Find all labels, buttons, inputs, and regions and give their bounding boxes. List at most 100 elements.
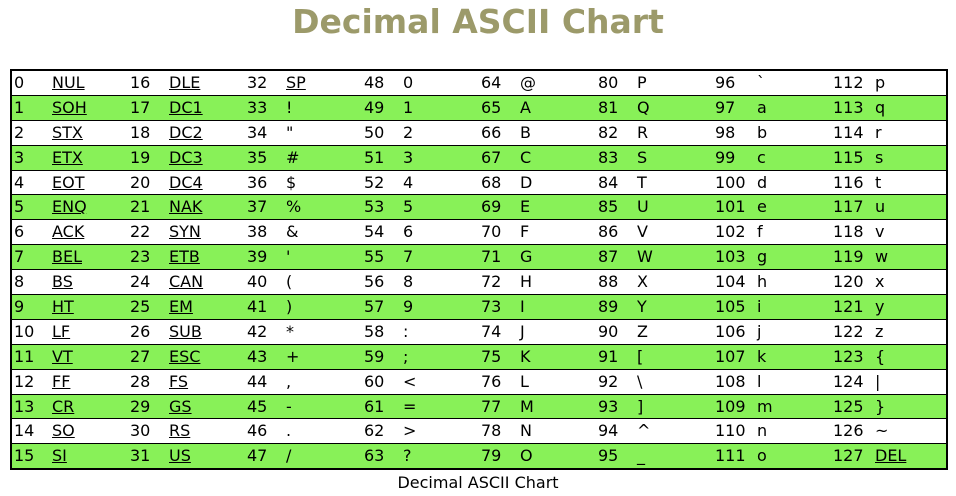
decimal-code: 43 xyxy=(247,346,268,366)
control-code-link[interactable]: DC3 xyxy=(169,147,203,167)
control-code-link[interactable]: EM xyxy=(169,296,193,316)
ascii-character: U xyxy=(637,197,649,217)
decimal-code: 60 xyxy=(364,371,385,391)
control-code-link[interactable]: EOT xyxy=(52,172,85,192)
decimal-code: 87 xyxy=(598,247,619,267)
ascii-character: = xyxy=(403,396,417,416)
ascii-character: ^ xyxy=(637,421,651,441)
control-code-link[interactable]: ETB xyxy=(169,247,200,267)
decimal-code: 88 xyxy=(598,272,619,292)
table-row: 1 SOH 17 DC1 33! 49 1 65 A 81 Q 97 a 113 q xyxy=(11,95,947,121)
control-code-link[interactable]: SUB xyxy=(169,321,202,341)
control-code-link[interactable]: FF xyxy=(52,371,71,391)
control-code-link[interactable]: ENQ xyxy=(52,197,87,217)
control-code-link[interactable]: GS xyxy=(169,396,192,416)
decimal-code: 82 xyxy=(598,122,619,142)
decimal-code: 36 xyxy=(247,172,268,192)
control-code-link[interactable]: ETX xyxy=(52,147,83,167)
control-code-link[interactable]: NAK xyxy=(169,197,203,217)
decimal-code: 81 xyxy=(598,97,619,117)
ascii-character: H xyxy=(520,272,533,292)
control-code-link[interactable]: FS xyxy=(169,371,189,391)
ascii-character: J xyxy=(520,321,525,341)
decimal-code: 18 xyxy=(130,122,151,142)
decimal-code: 30 xyxy=(130,421,151,441)
decimal-code: 66 xyxy=(481,122,502,142)
control-code-link[interactable]: LF xyxy=(52,321,71,341)
ascii-character: _ xyxy=(637,446,645,466)
decimal-code: 26 xyxy=(130,321,151,341)
decimal-code: 10 xyxy=(14,321,35,341)
control-code-link[interactable]: SI xyxy=(52,446,67,466)
ascii-character: E xyxy=(520,197,531,217)
ascii-character: ] xyxy=(637,396,644,416)
decimal-code: 17 xyxy=(130,97,151,117)
decimal-code: 35 xyxy=(247,147,268,167)
decimal-code: 99 xyxy=(715,147,736,167)
ascii-character: * xyxy=(286,321,294,341)
control-code-link[interactable]: SOH xyxy=(52,97,87,117)
decimal-code: 28 xyxy=(130,371,151,391)
table-row: 9 HT 25 EM 41) 57 9 73 I 89 Y 105 i 121 y xyxy=(11,294,947,320)
table-row: 14 SO 30 RS 46. 62 >78 N 94 ^ 110 n 126 ~ xyxy=(11,418,947,444)
decimal-code: 67 xyxy=(481,147,502,167)
control-code-link[interactable]: RS xyxy=(169,421,191,441)
control-code-link[interactable]: SP xyxy=(286,72,306,92)
decimal-code: 2 xyxy=(14,122,25,142)
ascii-character: - xyxy=(286,396,292,416)
ascii-character: r xyxy=(875,122,882,142)
ascii-character: q xyxy=(875,97,886,117)
ascii-character: 6 xyxy=(403,222,414,242)
control-code-link[interactable]: BEL xyxy=(52,247,82,267)
decimal-code: 22 xyxy=(130,222,151,242)
table-row: 11 VT 27 ESC 43 +59; 75 K 91 [107 k 123 { xyxy=(11,344,947,370)
ascii-character: V xyxy=(637,222,648,242)
decimal-code: 117 xyxy=(833,197,864,217)
decimal-code: 86 xyxy=(598,222,619,242)
decimal-code: 122 xyxy=(833,321,864,341)
table-row: 0 NUL 16 DLE 32 SP 48 0 64 @80 P 96 ` 112 p xyxy=(11,70,947,96)
control-code-link[interactable]: DC2 xyxy=(169,122,203,142)
control-code-link[interactable]: ACK xyxy=(52,222,85,242)
decimal-code: 27 xyxy=(130,346,151,366)
control-code-link[interactable]: DEL xyxy=(875,446,907,466)
control-code-link[interactable]: SO xyxy=(52,421,75,441)
control-code-link[interactable]: DLE xyxy=(169,72,201,92)
decimal-code: 72 xyxy=(481,272,502,292)
decimal-code: 12 xyxy=(14,371,35,391)
decimal-code: 110 xyxy=(715,421,746,441)
control-code-link[interactable]: HT xyxy=(52,296,74,316)
ascii-character: O xyxy=(520,446,533,466)
ascii-character: C xyxy=(520,147,532,167)
decimal-code: 40 xyxy=(247,272,268,292)
ascii-character: P xyxy=(637,72,647,92)
control-code-link[interactable]: VT xyxy=(52,346,73,366)
decimal-code: 97 xyxy=(715,97,736,117)
decimal-code: 31 xyxy=(130,446,151,466)
decimal-code: 124 xyxy=(833,371,864,391)
decimal-code: 48 xyxy=(364,72,385,92)
control-code-link[interactable]: CR xyxy=(52,396,75,416)
ascii-character: S xyxy=(637,147,648,167)
ascii-character: p xyxy=(875,72,886,92)
control-code-link[interactable]: DC1 xyxy=(169,97,203,117)
decimal-code: 25 xyxy=(130,296,151,316)
decimal-code: 92 xyxy=(598,371,619,391)
ascii-character: h xyxy=(757,272,768,292)
control-code-link[interactable]: US xyxy=(169,446,191,466)
control-code-link[interactable]: NUL xyxy=(52,72,85,92)
control-code-link[interactable]: DC4 xyxy=(169,172,203,192)
ascii-character: 4 xyxy=(403,172,414,192)
control-code-link[interactable]: BS xyxy=(52,272,73,292)
decimal-code: 55 xyxy=(364,247,385,267)
decimal-code: 37 xyxy=(247,197,268,217)
decimal-code: 75 xyxy=(481,346,502,366)
ascii-character: B xyxy=(520,122,531,142)
control-code-link[interactable]: ESC xyxy=(169,346,201,366)
control-code-link[interactable]: CAN xyxy=(169,272,204,292)
control-code-link[interactable]: SYN xyxy=(169,222,201,242)
control-code-link[interactable]: STX xyxy=(52,122,83,142)
ascii-character: K xyxy=(520,346,531,366)
table-row: 7 BEL 23 ETB 39 ' 55 7 71 G 87 W 103 g 119 w xyxy=(11,244,947,270)
ascii-character: o xyxy=(757,446,767,466)
